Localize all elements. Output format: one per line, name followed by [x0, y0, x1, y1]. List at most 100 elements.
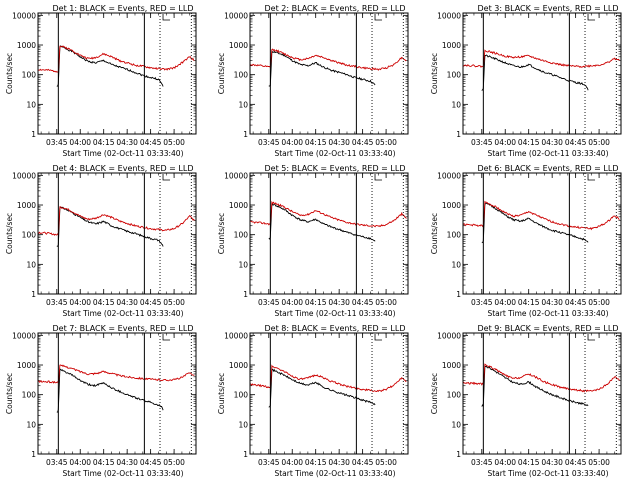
x-tick-label: 04:15 — [305, 138, 327, 147]
x-axis-label: Start Time (02-Oct-11 03:33:40) — [274, 469, 395, 478]
detector-panel-3: Det 3: BLACK = Events, RED = LLD Counts/s… — [430, 4, 622, 158]
y-tick-label: 1 — [456, 290, 461, 299]
y-tick-label: 10000 — [12, 11, 36, 20]
y-tick-label: 10 — [26, 260, 36, 269]
plot-frame — [249, 12, 409, 135]
y-axis-label: Counts/sec — [5, 373, 14, 414]
x-tick-label: 04:30 — [541, 298, 563, 307]
y-axis-label: Counts/sec — [430, 53, 439, 94]
series-line-red — [462, 200, 620, 231]
x-axis-label: Start Time (02-Oct-11 03:33:40) — [62, 309, 183, 318]
x-tick-label: 04:30 — [328, 298, 350, 307]
series-line-red — [462, 49, 620, 68]
plot-frame — [462, 172, 622, 295]
y-tick-label: 1000 — [442, 361, 461, 370]
y-tick-label: 100 — [447, 231, 462, 240]
x-tick-label: 03:45 — [46, 298, 68, 307]
y-tick-label: 1000 — [17, 201, 36, 210]
y-tick-label: 1 — [31, 290, 36, 299]
detector-panel-6: Det 6: BLACK = Events, RED = LLD Counts/s… — [430, 164, 622, 318]
y-tick-label: 10 — [451, 100, 461, 109]
y-tick-label: 10 — [238, 420, 248, 429]
x-tick-label: 03:45 — [46, 138, 68, 147]
y-tick-label: 10 — [26, 420, 36, 429]
series-line-red — [249, 200, 407, 228]
y-axis-label: Counts/sec — [5, 213, 14, 254]
y-tick-label: 10000 — [224, 11, 248, 20]
series-line-black — [481, 54, 589, 91]
y-tick-label: 10 — [451, 420, 461, 429]
plot-frame — [462, 332, 622, 455]
x-tick-label: 04:15 — [93, 138, 115, 147]
series-line-black — [268, 368, 376, 408]
y-tick-label: 1 — [456, 450, 461, 459]
y-tick-label: 1 — [243, 130, 248, 139]
series-line-black — [56, 206, 164, 247]
y-tick-label: 10000 — [12, 171, 36, 180]
x-tick-label: 04:30 — [541, 458, 563, 467]
plot-frame — [462, 12, 622, 135]
y-tick-label: 100 — [234, 391, 249, 400]
y-tick-label: 100 — [447, 391, 462, 400]
x-axis-label: Start Time (02-Oct-11 03:33:40) — [487, 309, 608, 318]
y-tick-label: 100 — [234, 71, 249, 80]
detector-panel-5: Det 5: BLACK = Events, RED = LLD Counts/s… — [217, 164, 409, 318]
x-tick-label: 04:15 — [518, 298, 540, 307]
plot-frame — [249, 172, 409, 295]
panel-title: Det 1: BLACK = Events, RED = LLD — [53, 4, 194, 13]
x-tick-label: 03:45 — [46, 458, 68, 467]
y-tick-label: 1 — [243, 450, 248, 459]
x-tick-label: 04:15 — [518, 458, 540, 467]
x-tick-label: 04:45 — [565, 138, 587, 147]
panel-title: Det 8: BLACK = Events, RED = LLD — [265, 324, 406, 333]
x-tick-label: 04:00 — [69, 298, 91, 307]
x-tick-label: 05:00 — [375, 138, 397, 147]
x-tick-label: 04:45 — [352, 138, 374, 147]
detector-panel-9: Det 9: BLACK = Events, RED = LLD Counts/s… — [430, 324, 622, 478]
series-line-red — [462, 363, 620, 393]
x-tick-label: 04:45 — [352, 458, 374, 467]
x-tick-label: 05:00 — [375, 298, 397, 307]
x-tick-label: 03:45 — [471, 458, 493, 467]
x-tick-label: 04:00 — [281, 298, 303, 307]
bracket-marker — [587, 14, 596, 21]
y-tick-label: 1 — [31, 450, 36, 459]
y-tick-label: 100 — [22, 71, 37, 80]
panel-title: Det 4: BLACK = Events, RED = LLD — [53, 164, 194, 173]
y-tick-label: 1 — [243, 290, 248, 299]
detector-panel-8: Det 8: BLACK = Events, RED = LLD Counts/s… — [217, 324, 409, 478]
x-tick-label: 04:30 — [328, 458, 350, 467]
y-axis-label: Counts/sec — [217, 53, 226, 94]
y-tick-label: 10000 — [224, 331, 248, 340]
y-tick-label: 10 — [451, 260, 461, 269]
x-tick-label: 04:45 — [140, 458, 162, 467]
x-axis-label: Start Time (02-Oct-11 03:33:40) — [487, 149, 608, 158]
x-tick-label: 03:45 — [471, 298, 493, 307]
bracket-marker — [587, 334, 596, 341]
x-tick-label: 05:00 — [588, 458, 610, 467]
x-tick-label: 04:00 — [281, 138, 303, 147]
series-line-red — [37, 206, 195, 236]
y-tick-label: 1000 — [229, 41, 248, 50]
x-axis-label: Start Time (02-Oct-11 03:33:40) — [274, 309, 395, 318]
y-axis-label: Counts/sec — [217, 373, 226, 414]
x-axis-label: Start Time (02-Oct-11 03:33:40) — [487, 469, 608, 478]
y-tick-label: 1000 — [17, 41, 36, 50]
x-tick-label: 03:45 — [258, 458, 280, 467]
plot-frame — [37, 12, 197, 135]
x-tick-label: 05:00 — [163, 458, 185, 467]
series-line-black — [268, 49, 376, 87]
y-tick-label: 10000 — [437, 171, 461, 180]
detector-panel-1: Det 1: BLACK = Events, RED = LLD Counts/s… — [5, 4, 197, 158]
x-tick-label: 04:15 — [93, 458, 115, 467]
x-axis-label: Start Time (02-Oct-11 03:33:40) — [62, 149, 183, 158]
x-tick-label: 05:00 — [163, 138, 185, 147]
x-tick-label: 04:30 — [541, 138, 563, 147]
x-tick-label: 04:15 — [518, 138, 540, 147]
bracket-marker — [374, 174, 383, 181]
y-tick-label: 100 — [22, 231, 37, 240]
plot-frame — [37, 172, 197, 295]
y-axis-label: Counts/sec — [430, 373, 439, 414]
bracket-marker — [162, 14, 171, 21]
series-line-red — [37, 364, 195, 385]
